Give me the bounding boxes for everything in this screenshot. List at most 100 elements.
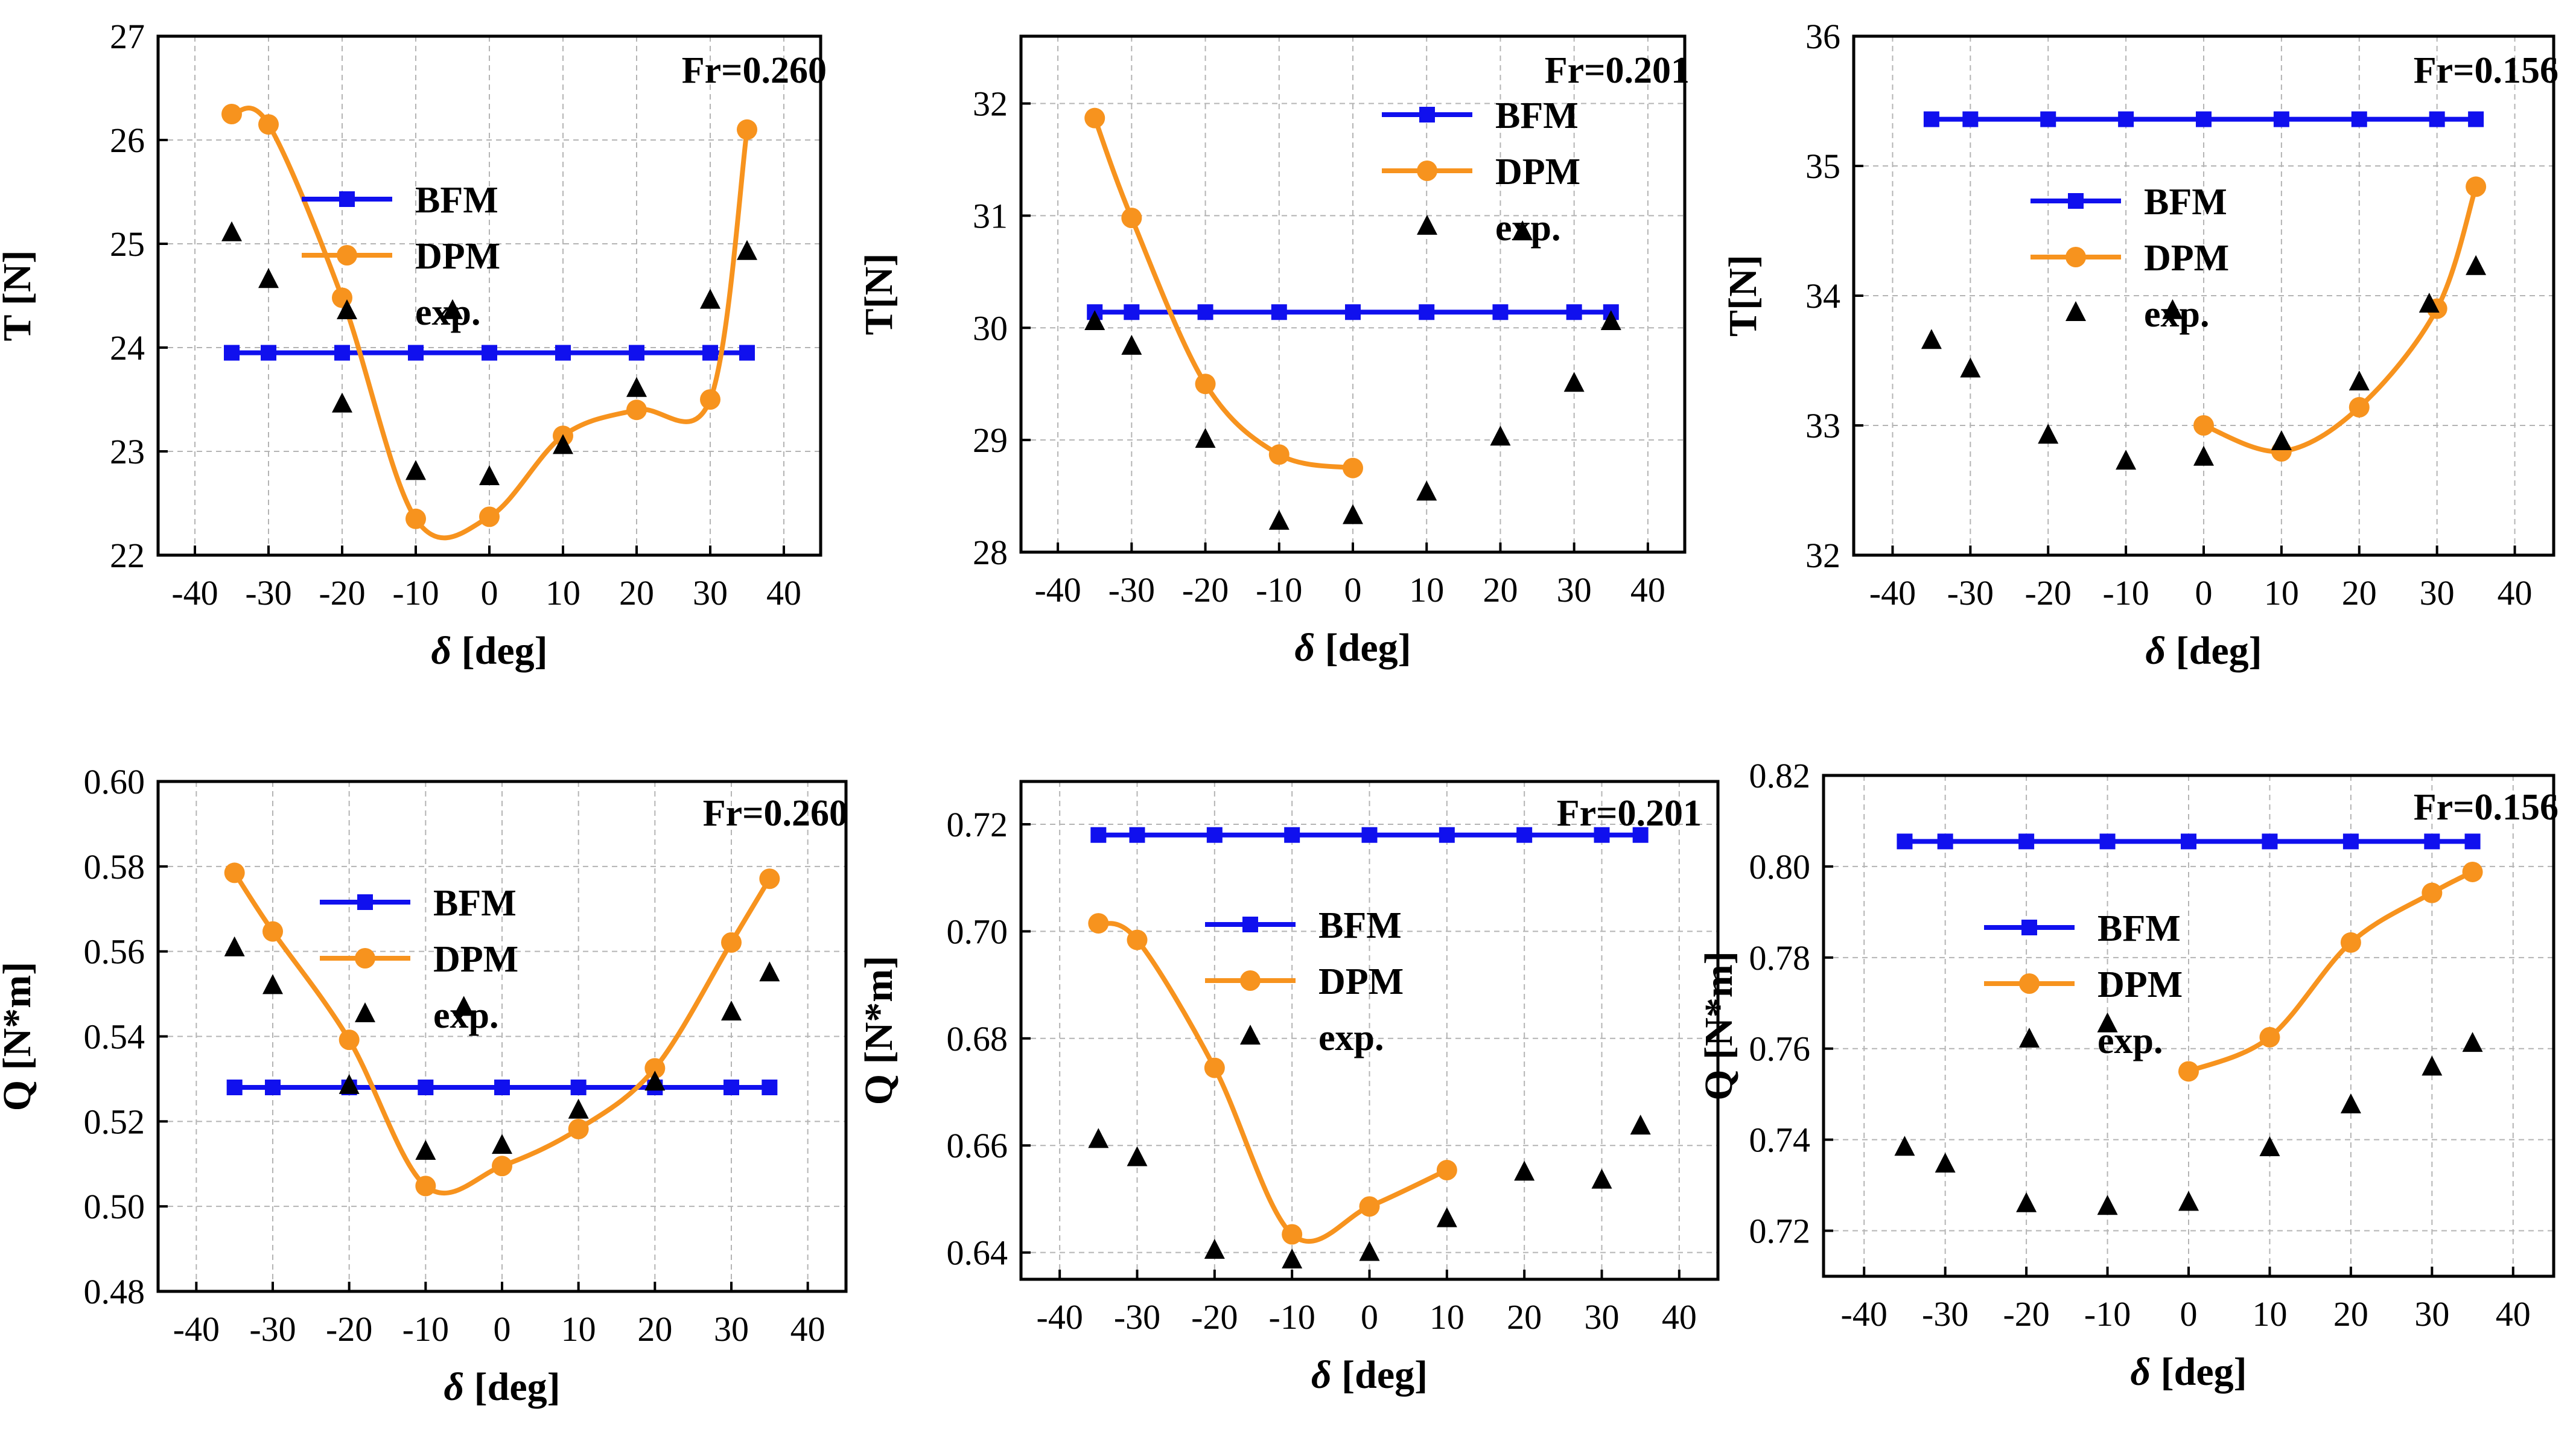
legend-label: BFM: [1495, 95, 1579, 136]
exp-point: [2016, 1192, 2037, 1212]
legend-marker: [355, 948, 375, 969]
y-tick-label: 27: [110, 17, 145, 56]
y-axis-title: Q [N*m]: [0, 962, 39, 1111]
legend-label: BFM: [1318, 905, 1402, 946]
bfm-point: [2262, 833, 2278, 850]
dpm-point: [2193, 415, 2214, 436]
x-tick-label: -20: [2003, 1294, 2049, 1334]
exp-point: [2116, 450, 2137, 470]
y-tick-label: 26: [110, 121, 145, 160]
x-axis-symbol: δ: [1294, 626, 1315, 670]
exp-point: [737, 240, 757, 260]
x-axis-title: δ [deg]: [2130, 1350, 2247, 1394]
bfm-point: [2468, 111, 2484, 127]
bfm-point: [1897, 833, 1913, 850]
exp-point: [553, 434, 573, 454]
x-axis-unit: [deg]: [451, 629, 547, 673]
legend-label: exp.: [1495, 208, 1561, 249]
dpm-point: [1282, 1224, 1303, 1245]
bfm-point: [2118, 111, 2134, 127]
exp-point: [1630, 1115, 1651, 1135]
exp-point: [1591, 1168, 1612, 1189]
x-tick-label: -30: [1922, 1294, 1968, 1334]
y-tick-label: 0.72: [1749, 1212, 1811, 1251]
x-tick-label: -30: [1114, 1297, 1160, 1337]
y-tick-label: 0.72: [947, 805, 1008, 844]
x-axis-title: δ [deg]: [2145, 629, 2262, 673]
plot-area: [1921, 111, 2487, 470]
exp-point: [1282, 1248, 1303, 1268]
bfm-point: [2424, 833, 2440, 850]
x-tick-label: -10: [392, 573, 439, 612]
x-tick-label: -30: [245, 573, 291, 612]
bfm-point: [1632, 827, 1649, 843]
x-tick-label: -20: [1182, 570, 1229, 609]
x-tick-label: -40: [1841, 1294, 1887, 1334]
legend-label: exp.: [415, 292, 481, 333]
chart-panel-thrust-fr0260: -40 -30 -20 -10 0 10 20 30 40 22 23 24 25 26 27 δ [deg]…: [0, 17, 827, 673]
y-tick-label: 22: [110, 536, 145, 575]
legend-marker: [357, 894, 373, 910]
bfm-point: [2099, 833, 2116, 850]
y-tick-label: 0.82: [1749, 756, 1811, 795]
x-tick-label: 20: [1483, 570, 1518, 609]
exp-point: [221, 221, 242, 241]
dpm-point: [721, 932, 742, 953]
y-tick-label: 0.78: [1749, 938, 1811, 978]
y-tick-label: 32: [973, 84, 1008, 124]
bfm-point: [1937, 833, 1953, 850]
y-tick-label: 34: [1805, 276, 1840, 316]
exp-point: [2419, 293, 2440, 313]
y-tick-label: 0.64: [947, 1233, 1008, 1273]
x-tick-label: -30: [1108, 570, 1155, 609]
y-tick-label: 31: [973, 196, 1008, 235]
bfm-point: [265, 1080, 281, 1095]
legend-marker: [1240, 1025, 1261, 1045]
y-tick-label: 0.80: [1749, 847, 1811, 886]
x-tick-label: -40: [1034, 570, 1081, 609]
bfm-point: [762, 1080, 778, 1095]
legend-marker: [337, 245, 357, 266]
dpm-point: [2462, 861, 2483, 882]
plot-area: [221, 104, 757, 541]
exp-point: [2259, 1136, 2280, 1156]
dpm-point: [2259, 1026, 2280, 1048]
x-tick-label: 40: [1630, 570, 1665, 609]
x-tick-label: -40: [1869, 573, 1916, 612]
legend-label: DPM: [433, 939, 518, 980]
exp-point: [339, 1074, 360, 1094]
bfm-point: [1124, 304, 1140, 320]
exp-point: [1416, 480, 1437, 501]
y-tick-label: 0.70: [947, 912, 1008, 951]
bfm-point: [1361, 827, 1378, 843]
legend-label: DPM: [1495, 151, 1580, 192]
bfm-point: [334, 345, 350, 361]
x-tick-label: 30: [693, 573, 728, 612]
legend-label: DPM: [2144, 238, 2229, 279]
exp-point: [1512, 220, 1533, 241]
dpm-point: [1088, 913, 1109, 934]
bfm-point: [2429, 111, 2445, 127]
legend-label: BFM: [415, 180, 498, 221]
x-tick-label: 20: [1507, 1297, 1542, 1337]
exp-point: [2178, 1191, 2199, 1211]
bfm-point: [1129, 827, 1145, 843]
y-tick-label: 0.66: [947, 1126, 1008, 1165]
x-tick-label: -40: [1037, 1297, 1083, 1337]
bfm-point: [1090, 827, 1107, 843]
y-tick-label: 23: [110, 432, 145, 471]
legend: BFM DPM exp.: [2031, 182, 2229, 335]
x-tick-label: 0: [2195, 573, 2213, 612]
chart-panel-thrust-fr0201: -40 -30 -20 -10 0 10 20 30 40 28 29 30 31 32 δ [deg] T[…: [857, 34, 1690, 670]
x-tick-label: -10: [1269, 1297, 1315, 1337]
bfm-point: [1206, 827, 1223, 843]
x-tick-label: -10: [2102, 573, 2149, 612]
chart-panel-torque-fr0260: -40 -30 -20 -10 0 10 20 30 40 0.48 0.50 0.52 0.54 0.5…: [0, 762, 848, 1409]
bfm-point: [226, 1080, 243, 1095]
legend-label: BFM: [2097, 908, 2181, 949]
legend: BFM DPM exp.: [302, 180, 500, 333]
chart-panel-thrust-fr0156: -40 -30 -20 -10 0 10 20 30 40 32 33 34 35 36 δ [deg] T[…: [1721, 17, 2559, 673]
exp-point: [332, 392, 352, 413]
froude-annotation: Fr=0.260: [703, 793, 848, 834]
bfm-point: [1492, 304, 1509, 320]
